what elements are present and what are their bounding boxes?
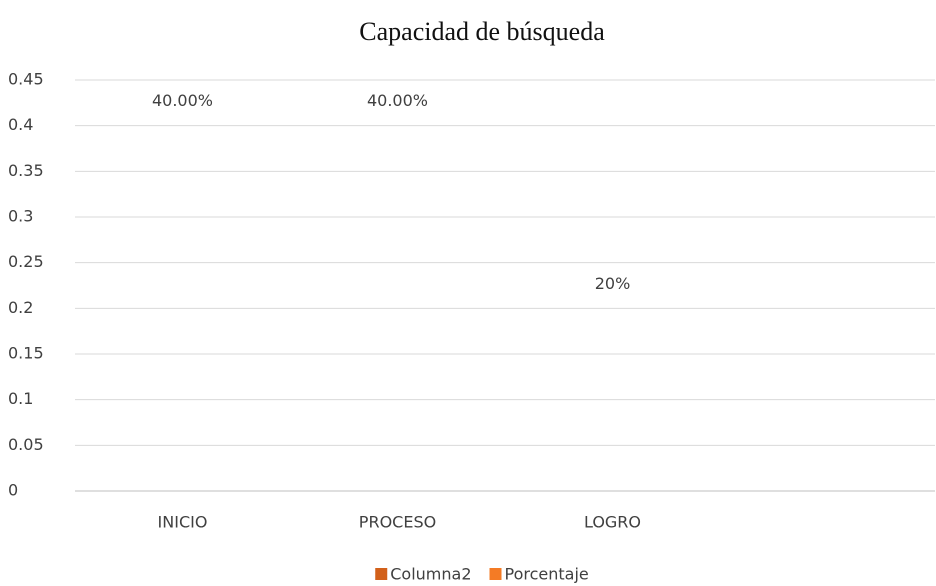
data-label: 40.00%	[152, 91, 213, 110]
x-tick-label: PROCESO	[359, 513, 436, 532]
x-tick-label: INICIO	[158, 513, 208, 532]
y-tick-label: 0	[8, 481, 18, 500]
y-tick-label: 0.35	[8, 161, 44, 180]
bar	[585, 308, 640, 491]
data-label: 40.00%	[367, 91, 428, 110]
y-tick-label: 0.15	[8, 344, 44, 363]
legend-label: Porcentaje	[505, 565, 589, 584]
y-tick-label: 0.25	[8, 252, 44, 271]
y-tick-label: 0.1	[8, 389, 33, 408]
y-tick-label: 0.4	[8, 115, 33, 134]
legend-swatch	[375, 568, 388, 580]
legend-label: Columna2	[390, 565, 471, 584]
data-label: 20%	[595, 274, 631, 293]
chart-title: Capacidad de búsqueda	[359, 17, 605, 46]
y-tick-label: 0.45	[8, 70, 44, 89]
y-tick-label: 0.05	[8, 435, 44, 454]
bar	[370, 125, 425, 492]
legend: Columna2 Porcentaje	[375, 565, 589, 584]
y-tick-label: 0.2	[8, 298, 33, 317]
legend-swatch	[489, 568, 502, 580]
y-tick-label: 0.3	[8, 207, 33, 226]
x-tick-label: LOGRO	[584, 513, 641, 532]
bar	[155, 125, 210, 492]
